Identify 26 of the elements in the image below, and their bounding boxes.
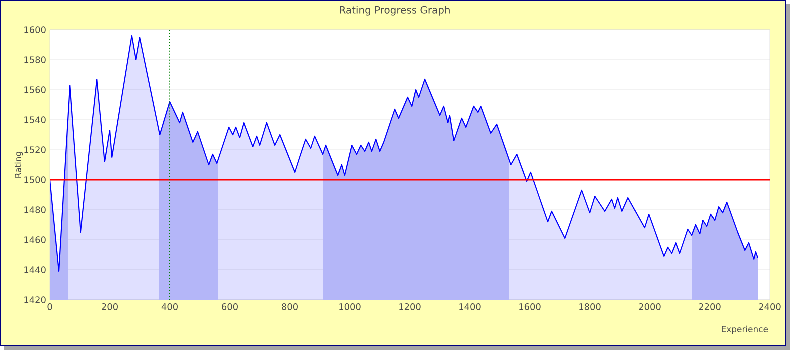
x-tick-label: 2200 — [699, 304, 721, 310]
x-tick-label: 400 — [162, 304, 178, 310]
x-tick-label: 200 — [102, 304, 118, 310]
chart-title: Rating Progress Graph — [340, 6, 450, 16]
y-tick-label: 1500 — [24, 176, 46, 184]
y-tick-label: 1520 — [24, 146, 46, 154]
x-tick-label: 1000 — [340, 304, 361, 310]
x-tick-label: 600 — [222, 304, 238, 310]
y-tick-label: 1480 — [24, 206, 46, 214]
x-tick-label: 2400 — [759, 304, 781, 310]
y-tick-label: 1560 — [24, 86, 46, 94]
x-tick-label: 1800 — [580, 304, 601, 310]
y-axis-title: Rating — [14, 152, 24, 178]
x-axis-title: Experience — [722, 326, 768, 334]
y-tick-label: 1420 — [24, 296, 46, 304]
y-tick-label: 1600 — [24, 26, 46, 34]
x-tick-label: 1400 — [460, 304, 481, 310]
y-tick-label: 1540 — [24, 116, 46, 124]
x-tick-label: 0 — [48, 304, 52, 310]
y-tick-label: 1580 — [24, 56, 46, 64]
y-tick-label: 1440 — [24, 266, 46, 274]
x-tick-label: 1600 — [520, 304, 541, 310]
x-tick-label: 800 — [282, 304, 298, 310]
x-tick-label: 1200 — [400, 304, 421, 310]
x-tick-label: 2000 — [639, 304, 661, 310]
y-tick-label: 1460 — [24, 236, 46, 244]
